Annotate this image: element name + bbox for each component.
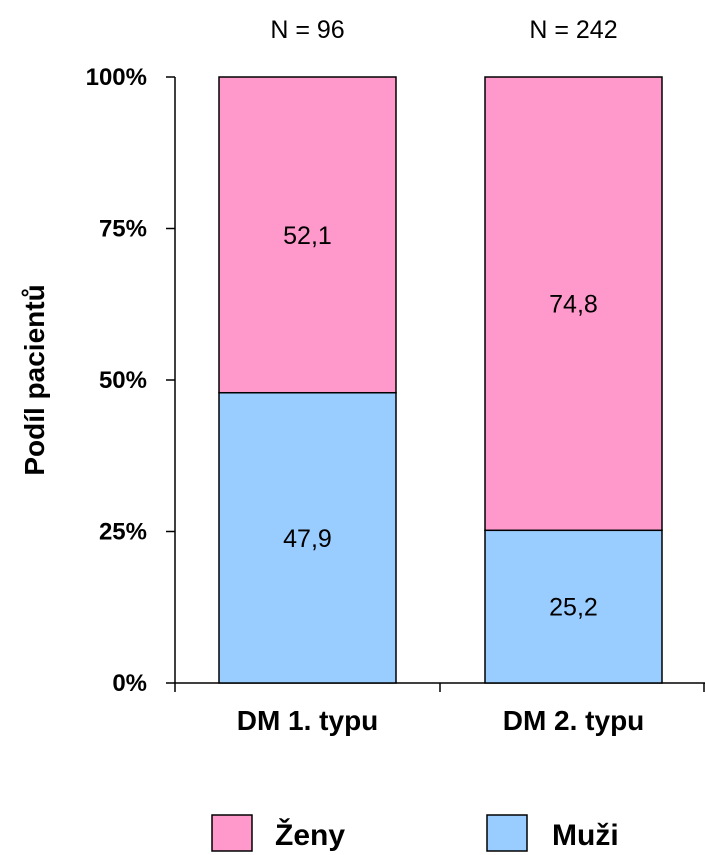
bar-segment bbox=[484, 76, 663, 532]
group-total-label: N = 96 bbox=[270, 16, 344, 44]
y-tick-label: 50% bbox=[99, 367, 147, 394]
category-label: DM 2. typu bbox=[503, 705, 645, 736]
y-axis-title: Podíl pacientů bbox=[19, 284, 50, 475]
y-tick-label: 75% bbox=[99, 216, 147, 243]
plot-area: 0% 25% 50% 75% 100% 47,9 52,1 DM 1. typu N = 96 2… bbox=[86, 16, 705, 852]
legend-swatch bbox=[211, 814, 253, 852]
y-tick-label: 0% bbox=[112, 670, 147, 697]
y-tick-label: 100% bbox=[86, 64, 147, 91]
legend-swatch bbox=[486, 814, 528, 852]
bar-segment bbox=[484, 529, 663, 684]
category-label: DM 1. typu bbox=[237, 705, 379, 736]
legend-label: Muži bbox=[552, 819, 619, 852]
data-label: 47,9 bbox=[283, 525, 332, 553]
data-label: 74,8 bbox=[549, 291, 598, 319]
y-tick-label: 25% bbox=[99, 519, 147, 546]
data-label: 25,2 bbox=[549, 594, 598, 622]
data-label: 52,1 bbox=[283, 222, 332, 250]
legend-label: Ženy bbox=[275, 818, 345, 852]
bar-segment bbox=[218, 76, 397, 394]
group-total-label: N = 242 bbox=[529, 16, 617, 44]
